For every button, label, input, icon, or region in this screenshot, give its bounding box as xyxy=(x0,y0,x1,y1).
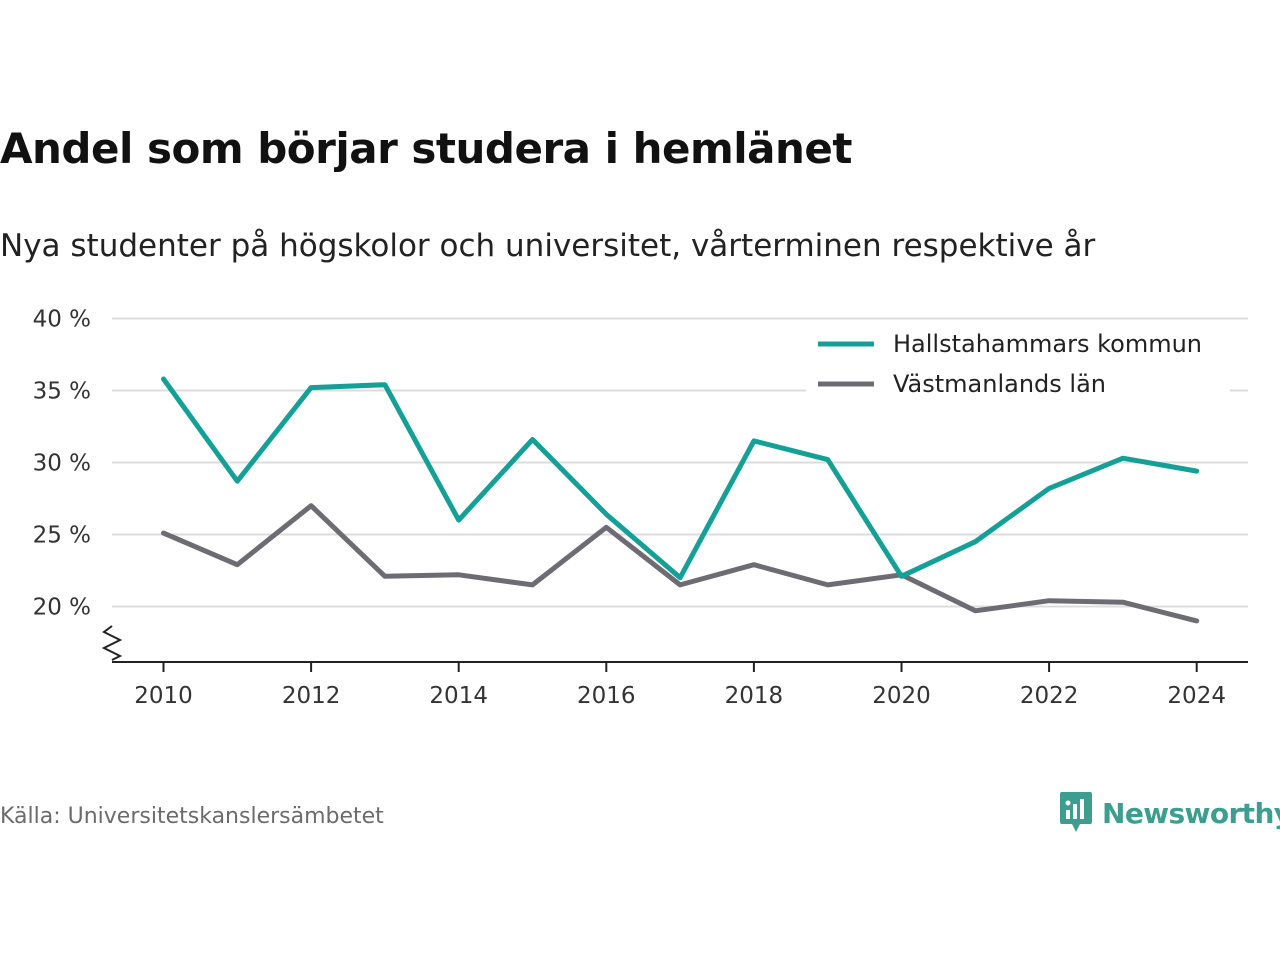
brand-name: Newsworthy xyxy=(1102,796,1280,830)
y-tick-label: 30 % xyxy=(33,451,91,477)
source-note: Källa: Universitetskanslersämbetet xyxy=(0,804,384,829)
y-tick-label: 35 % xyxy=(33,379,91,405)
x-tick-label: 2014 xyxy=(429,683,488,709)
legend: Hallstahammars kommun Västmanlands län xyxy=(806,322,1230,402)
y-tick-label: 20 % xyxy=(33,595,91,621)
chart-title: Andel som börjar studera i hemlänet xyxy=(0,124,853,173)
axis-break-icon xyxy=(101,625,123,661)
y-tick-label: 25 % xyxy=(33,523,91,549)
x-tick-label: 2012 xyxy=(282,683,341,709)
x-tick-label: 2010 xyxy=(134,683,193,709)
series-lines xyxy=(161,376,1200,624)
x-tick-label: 2018 xyxy=(725,683,784,709)
newsworthy-logo-icon xyxy=(1060,792,1092,832)
x-tick-label: 2016 xyxy=(577,683,636,709)
brand-logo: Newsworthy xyxy=(1058,790,1280,836)
legend-label: Hallstahammars kommun xyxy=(893,330,1202,358)
x-tick-label: 2020 xyxy=(872,683,931,709)
series-line xyxy=(161,503,1200,624)
x-axis-ticks: 2010 2012 2014 2016 2018 2020 2022 2024 xyxy=(134,662,1226,709)
series-line xyxy=(161,376,1200,581)
x-axis xyxy=(101,625,1248,663)
y-tick-label: 40 % xyxy=(33,307,91,333)
x-tick-label: 2022 xyxy=(1020,683,1079,709)
legend-label: Västmanlands län xyxy=(893,370,1106,398)
x-tick-label: 2024 xyxy=(1167,683,1226,709)
chart-subtitle: Nya studenter på högskolor och universit… xyxy=(0,228,1096,264)
legend-background xyxy=(806,322,1230,402)
y-axis-ticks: 20 % 25 % 30 % 35 % 40 % xyxy=(33,307,91,621)
